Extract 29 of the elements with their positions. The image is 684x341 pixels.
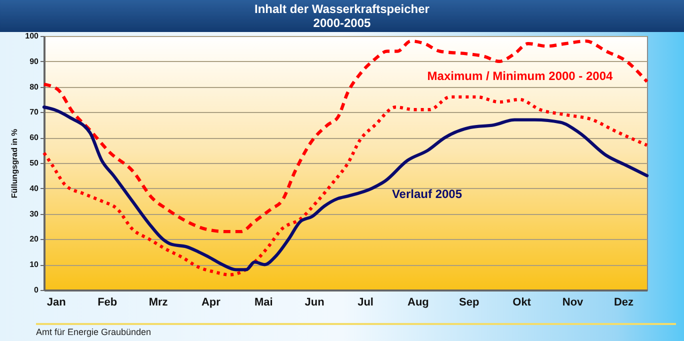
x-tick-label: Apr (201, 296, 222, 308)
x-tick-label: Sep (459, 296, 480, 308)
y-tick-label: 70 (30, 108, 40, 117)
x-tick-label: Aug (407, 296, 429, 308)
x-tick-label: Dez (614, 296, 634, 308)
x-tick-label: Jul (358, 296, 374, 308)
y-tick-label: 100 (25, 32, 40, 40)
x-tick-label: Jun (304, 296, 325, 308)
y-tick-label: 40 (30, 184, 40, 193)
annotation: Maximum / Minimum 2000 - 2004 (427, 69, 613, 83)
x-tick-label: Feb (98, 296, 118, 308)
text: Amt für Energie Graubünden (36, 327, 152, 337)
x-tick-label: Mrz (148, 296, 168, 308)
y-tick-label: 80 (30, 82, 40, 92)
annotation: Verlauf 2005 (392, 187, 462, 201)
chart-subtitle: 2000-2005 (312, 16, 372, 30)
x-tick-label: Okt (512, 296, 532, 308)
y-tick-label: 60 (30, 133, 40, 142)
y-tick-label: 0 (34, 286, 40, 294)
y-tick-label: 50 (30, 158, 40, 168)
y-tick-label: 20 (30, 234, 40, 244)
x-tick-label: Mai (254, 296, 273, 308)
x-tick-label: Jan (46, 296, 66, 308)
y-tick-label: 90 (30, 56, 40, 66)
x-tick-label: Nov (562, 296, 584, 308)
chart-title: Inhalt der Wasserkraftspeicher (254, 2, 430, 16)
y-tick-label: 30 (30, 209, 40, 218)
y-tick-label: 10 (30, 260, 40, 270)
y-axis-title: Füllungsgrad in % (10, 128, 20, 198)
